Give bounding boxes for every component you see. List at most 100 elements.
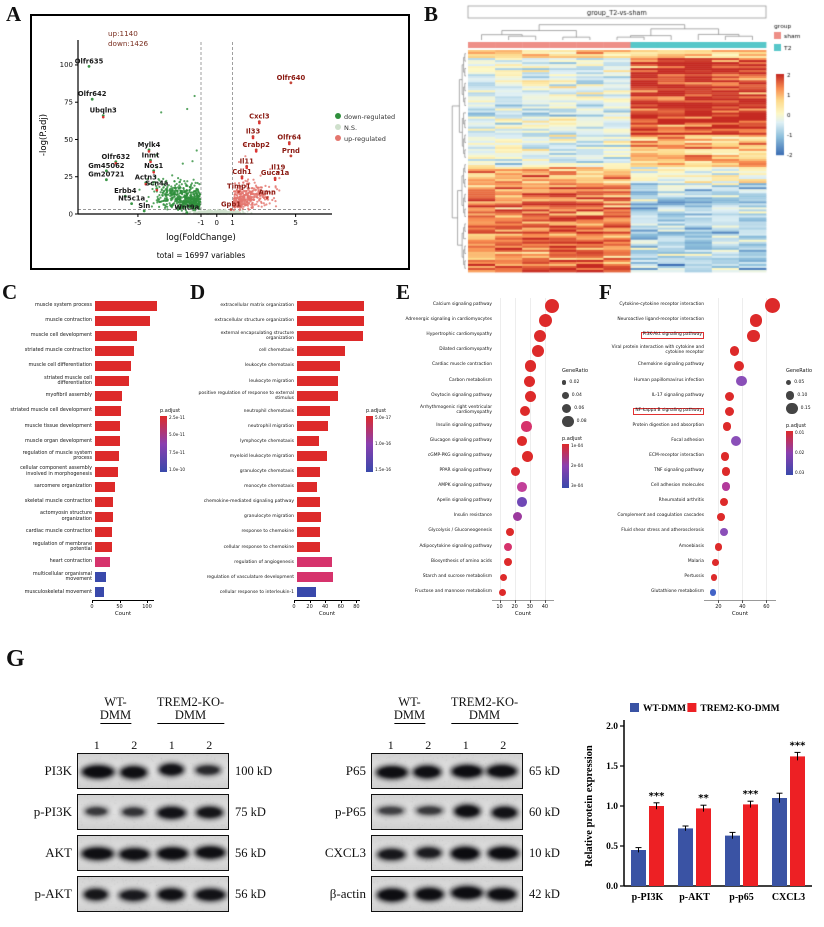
dot bbox=[523, 375, 535, 387]
go-row: neutrophil chemotaxis bbox=[198, 404, 394, 419]
legend-dot bbox=[335, 124, 341, 130]
p-adjust-gradient bbox=[786, 431, 793, 475]
data-point bbox=[240, 206, 243, 209]
category-label: CXCL3 bbox=[772, 892, 805, 903]
significant-marker bbox=[147, 150, 151, 153]
go-category-label: musculoskeletal movement bbox=[24, 588, 92, 595]
generatio-legend-value: 0.08 bbox=[576, 419, 587, 424]
data-point bbox=[192, 202, 195, 205]
western-blot-group-2: WT- DMM TREM2-KO- DMM 1 2 1 2 P65 65 kD p-P65 60 kD… bbox=[316, 695, 596, 918]
data-point bbox=[236, 200, 239, 203]
data-point bbox=[209, 210, 212, 213]
x-axis: 0 50 100 Count bbox=[90, 599, 166, 620]
data-point bbox=[193, 193, 196, 196]
significant-marker bbox=[251, 136, 255, 140]
data-point bbox=[167, 193, 170, 196]
p-adjust-legend-body: 2.5e-11 5.0e-11 7.5e-11 1.0e-10 bbox=[160, 415, 194, 476]
data-point bbox=[245, 182, 248, 186]
data-point bbox=[188, 203, 192, 206]
data-point bbox=[193, 207, 196, 210]
data-point bbox=[234, 197, 237, 200]
gene-label: Nos1 bbox=[144, 162, 163, 170]
x-tick-label: 0 bbox=[90, 603, 94, 610]
go-category-label: muscle tissue development bbox=[24, 422, 92, 429]
data-point bbox=[162, 183, 165, 186]
pathway-label: Calcium signaling pathway bbox=[400, 302, 496, 308]
p-adjust-legend-title: p.adjust bbox=[562, 436, 583, 442]
treatment-header: TREM2-KO- DMM bbox=[156, 695, 225, 725]
legend-swatch bbox=[687, 703, 697, 712]
data-point bbox=[175, 202, 178, 205]
gene-label: Scn4a bbox=[145, 180, 168, 188]
go-row: multicellular organismal movement bbox=[10, 570, 192, 585]
go-category-label: granulocyte migration bbox=[244, 514, 294, 520]
data-point bbox=[198, 192, 201, 196]
data-point bbox=[258, 191, 262, 194]
data-point bbox=[177, 206, 180, 209]
p-adjust-gradient bbox=[562, 444, 569, 488]
data-point bbox=[176, 189, 179, 192]
gene-label: Ubqln3 bbox=[90, 107, 117, 115]
x-tick-label: 40 bbox=[322, 603, 329, 610]
data-point bbox=[251, 192, 254, 196]
dot-row: Adrenergic signaling in cardiomyocytes bbox=[400, 313, 598, 328]
go-category-label: neutrophil migration bbox=[247, 423, 294, 429]
data-point bbox=[232, 205, 235, 208]
dot-row: Glucagon signaling pathway bbox=[400, 434, 598, 449]
go-category-label: sarcomere organization bbox=[34, 482, 92, 489]
data-point bbox=[235, 205, 238, 208]
go-row: striated muscle contraction bbox=[10, 343, 192, 358]
data-point bbox=[151, 187, 154, 191]
pathway-label-text: Amoebiasis bbox=[678, 543, 704, 549]
significant-marker bbox=[155, 188, 159, 192]
pathway-label-text: Glucagon signaling pathway bbox=[429, 437, 492, 443]
go-bar bbox=[297, 481, 318, 492]
data-point bbox=[241, 188, 244, 191]
dot-row: Focal adhesion bbox=[602, 434, 820, 449]
protein-label: P65 bbox=[345, 763, 366, 778]
lane-number: 2 bbox=[131, 738, 138, 752]
lane-number: 1 bbox=[168, 738, 175, 752]
x-tick bbox=[340, 599, 342, 603]
data-point bbox=[247, 178, 250, 181]
go-row: granulocyte chemotaxis bbox=[198, 464, 394, 479]
dot-row: Amoebiasis bbox=[602, 540, 820, 555]
go-bar bbox=[297, 376, 339, 387]
data-point bbox=[237, 210, 240, 213]
pathway-label: Chemokine signaling pathway bbox=[602, 363, 708, 368]
data-point bbox=[247, 191, 250, 195]
data-point bbox=[233, 195, 236, 198]
data-point bbox=[276, 170, 280, 174]
p-adjust-legend: p.adjust 0.01 0.02 0.03 bbox=[786, 423, 822, 479]
protein-label: CXCL3 bbox=[324, 845, 366, 860]
pathway-label-text: Apelin signaling pathway bbox=[436, 498, 492, 504]
go-bar bbox=[95, 572, 106, 583]
dot-row: Dilated cardiomyopathy bbox=[400, 343, 598, 358]
x-tick-label: 1 bbox=[230, 219, 234, 227]
data-point bbox=[244, 198, 248, 201]
data-point bbox=[252, 178, 255, 181]
go-category-label: regulation of membrane potential bbox=[32, 540, 92, 553]
dot-area bbox=[708, 494, 780, 509]
x-tick bbox=[742, 599, 744, 603]
go-category-label: muscle cell differentiation bbox=[28, 362, 93, 369]
data-point bbox=[168, 188, 171, 191]
data-point bbox=[219, 209, 222, 212]
data-point bbox=[244, 193, 247, 197]
data-point bbox=[187, 196, 190, 199]
dot bbox=[504, 543, 513, 552]
go-category-label: myeloid leukocyte migration bbox=[229, 453, 294, 459]
data-point bbox=[224, 210, 227, 213]
data-point bbox=[189, 187, 192, 190]
data-point bbox=[264, 184, 267, 187]
protein-label: p-AKT bbox=[34, 886, 72, 901]
pathway-label: Fructose and mannose metabolism bbox=[400, 589, 496, 595]
data-point bbox=[176, 195, 179, 198]
data-point bbox=[194, 202, 197, 206]
data-point bbox=[194, 181, 197, 184]
x-axis-title: Count bbox=[514, 610, 532, 617]
go-row: cellular component assembly involved in … bbox=[10, 464, 192, 479]
data-point bbox=[177, 208, 180, 211]
gene-label: Gpb1 bbox=[221, 201, 241, 209]
data-point bbox=[163, 197, 167, 200]
